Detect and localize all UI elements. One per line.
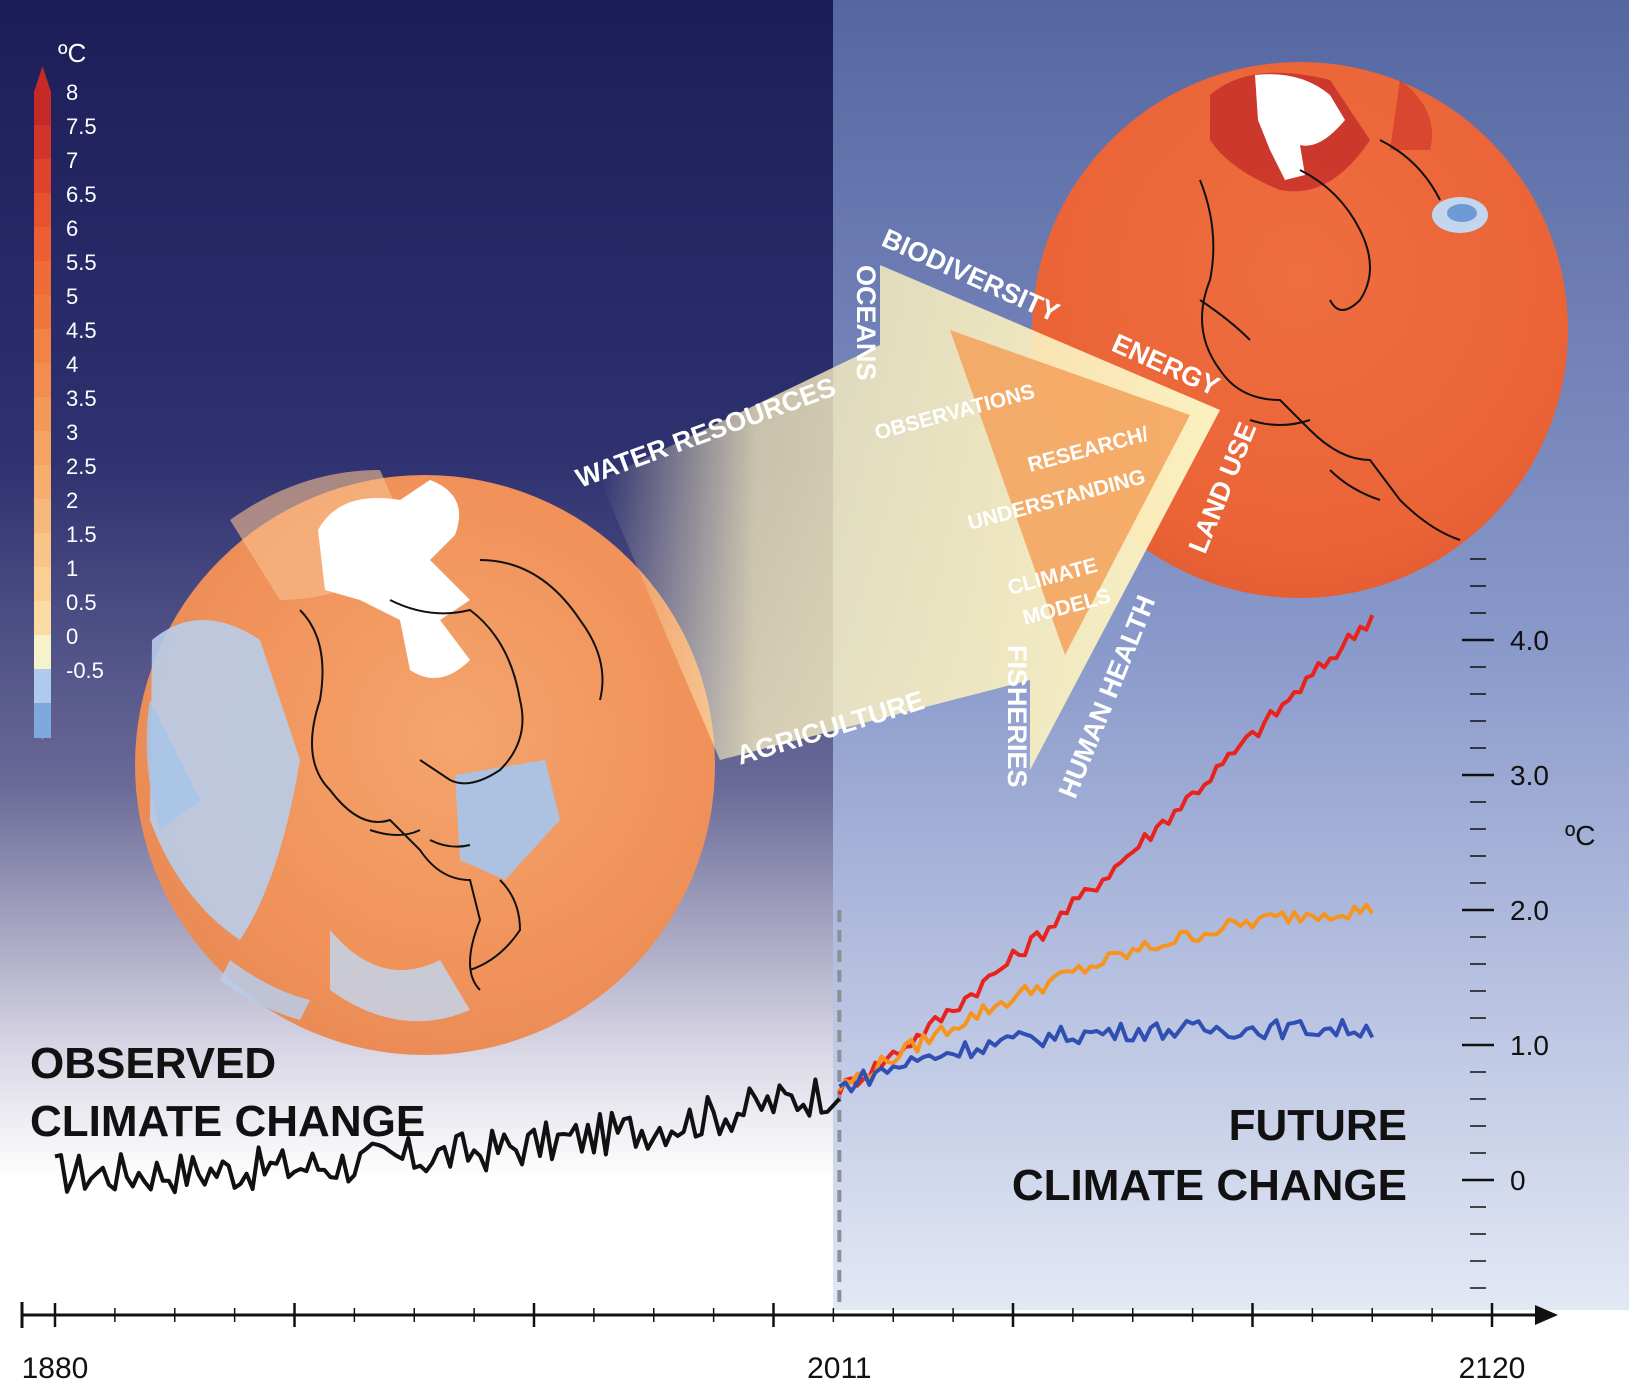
colorbar-tick-label: 1.5 [66, 522, 97, 547]
x-tick-label: 2011 [807, 1352, 872, 1385]
colorbar-segment [34, 91, 51, 126]
x-axis-arrowhead [1535, 1305, 1558, 1325]
observed-globe [135, 470, 715, 1055]
colorbar-segment [34, 159, 51, 194]
colorbar-segment [34, 669, 51, 704]
colorbar-bottom-arrow [34, 718, 51, 740]
y-tick-label: 2.0 [1510, 895, 1549, 926]
colorbar-segment [34, 363, 51, 398]
coastline-right-2 [1199, 299, 1381, 501]
colorbar-segment [34, 193, 51, 228]
observed-title-line1: OBSERVED [30, 1039, 276, 1088]
series-line [838, 1018, 1375, 1094]
cool-patch-atlantic [455, 760, 560, 880]
y-tick-label: 0 [1510, 1165, 1526, 1196]
y-axis-unit: ºC [1565, 820, 1595, 851]
temperature-chart: 1880 2011 2120 0 1.0 2.0 3.0 4.0 ºC [20, 558, 1595, 1385]
label-oceans: OCEANS [851, 265, 881, 381]
colorbar-segment [34, 295, 51, 330]
colorbar-segment [34, 567, 51, 602]
y-tick-label: 4.0 [1510, 625, 1549, 656]
colorbar-segment [34, 227, 51, 262]
colorbar-tick-label: 0.5 [66, 590, 97, 615]
colorbar-segment [34, 261, 51, 296]
colorbar-segment [34, 431, 51, 466]
colorbar-segment [34, 397, 51, 432]
label-fisheries: FISHERIES [1002, 645, 1032, 788]
colorbar-tick-label: 7.5 [66, 114, 97, 139]
coastline-left-2 [369, 829, 522, 971]
colorbar-tick-label: 7 [66, 148, 78, 173]
series-line [837, 614, 1375, 1096]
axis-strip [0, 1310, 1629, 1386]
temperature-colorbar: 8 7.5 7 6.5 6 5.5 5 4.5 4 3.5 3 2.5 2 1.5 1 0.5 0 -0.5 [34, 66, 104, 740]
colorbar-tick-label: -0.5 [66, 658, 104, 683]
colorbar-top-arrow [34, 66, 51, 92]
cool-patch-west2 [220, 960, 310, 1020]
colorbar-segment [34, 533, 51, 568]
observed-title-line2: CLIMATE CHANGE [30, 1097, 425, 1146]
colorbar-tick-label: 2.5 [66, 454, 97, 479]
series-line [837, 902, 1374, 1092]
colorbar-tick-label: 5 [66, 284, 78, 309]
colorbar-segment [34, 635, 51, 670]
coastline-left [299, 559, 604, 991]
colorbar-segment [34, 499, 51, 534]
cool-spot-core [1447, 204, 1477, 222]
y-tick-label: 1.0 [1510, 1030, 1549, 1061]
process-triangle [950, 330, 1190, 655]
colorbar-tick-label: 4.5 [66, 318, 97, 343]
x-tick-label: 1880 [22, 1352, 89, 1385]
series-line [54, 1077, 841, 1195]
colorbar-unit: ºC [58, 38, 86, 68]
colorbar-tick-label: 1 [66, 556, 78, 581]
arctic-ice-left [318, 480, 470, 678]
colorbar-segment [34, 601, 51, 636]
cool-patch-south [330, 930, 470, 1022]
colorbar-tick-label: 3.5 [66, 386, 97, 411]
cool-patch-pacific [150, 620, 300, 940]
colorbar-tick-label: 6.5 [66, 182, 97, 207]
y-tick-label: 3.0 [1510, 760, 1549, 791]
future-title-line2: CLIMATE CHANGE [1012, 1161, 1407, 1210]
coastline-right [1199, 139, 1461, 541]
future-title-line1: FUTURE [1229, 1101, 1407, 1150]
colorbar-segment [34, 125, 51, 160]
colorbar-tick-label: 6 [66, 216, 78, 241]
colorbar-tick-label: 8 [66, 80, 78, 105]
hot-patch-east [1390, 80, 1432, 150]
colorbar-segment [34, 329, 51, 364]
colorbar-tick-label: 5.5 [66, 250, 97, 275]
colorbar-tick-label: 3 [66, 420, 78, 445]
colorbar-tick-label: 2 [66, 488, 78, 513]
colorbar-tick-label: 4 [66, 352, 78, 377]
colorbar-segment [34, 465, 51, 500]
colorbar-tick-label: 0 [66, 624, 78, 649]
cool-patch-east [146, 700, 200, 830]
arctic-ice-right [1255, 74, 1345, 180]
x-tick-label: 2120 [1459, 1352, 1526, 1385]
